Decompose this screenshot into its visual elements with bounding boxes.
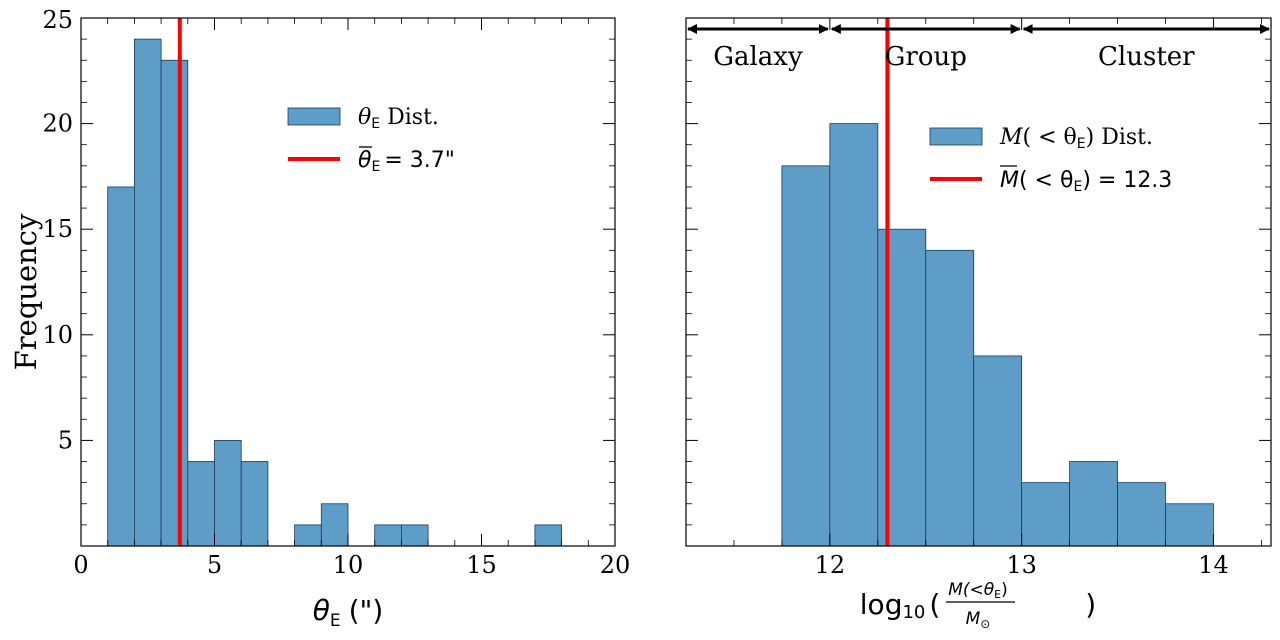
left-histogram-bar	[107, 186, 135, 547]
left-legend-hist-label: θE Dist.	[358, 105, 439, 132]
right-plot-frame	[685, 17, 1272, 547]
left-y-tick-label: 10	[42, 321, 73, 349]
right-legend-hist-label: M( < θE) Dist.	[999, 125, 1153, 152]
right-histogram-bar	[829, 123, 879, 547]
right-histogram-bar	[973, 355, 1023, 547]
left-histogram-bar	[374, 524, 402, 547]
left-legend-hist-swatch	[287, 107, 341, 126]
region-label-galaxy: Galaxy	[713, 42, 803, 72]
left-legend: θE Dist. θE = 3.7"	[287, 105, 455, 175]
right-histogram-bar	[781, 165, 831, 547]
region-label-cluster: Cluster	[1098, 42, 1195, 72]
left-x-tick-label: 10	[333, 551, 364, 579]
left-histogram-bar	[320, 503, 349, 547]
right-histogram-bar	[1117, 482, 1166, 547]
right-x-axis-label-denominator: M⊙	[966, 609, 991, 631]
left-x-tick-label: 20	[600, 551, 631, 579]
left-y-tick-label: 20	[42, 110, 73, 138]
left-x-tick-label: 5	[207, 551, 222, 579]
left-x-axis-label: θE (")	[313, 594, 384, 631]
right-histogram-panel: 12 13 14 Galaxy Group Cluster log10 (MMMMMM) …	[685, 17, 1272, 631]
right-histogram-bar	[1165, 503, 1214, 547]
right-x-tick-label: 14	[1198, 551, 1229, 579]
right-legend-mean-label: M( < θE) = 12.3	[1000, 168, 1172, 195]
left-y-tick-label: 15	[42, 215, 73, 243]
left-y-tick-label: 5	[58, 426, 73, 454]
left-x-tick-label: 15	[466, 551, 497, 579]
left-y-tick-label: 25	[42, 6, 73, 34]
right-histogram-bar	[1021, 482, 1071, 547]
left-histogram-bar	[187, 461, 215, 547]
left-x-tick-label: 0	[73, 551, 88, 579]
left-histogram-bar	[214, 439, 242, 547]
left-histogram-panel: 0 5 10 15 20 5 10 15 20 25 Frequency θE (") θE Dis…	[9, 6, 630, 631]
left-y-axis-label: Frequency	[9, 213, 43, 370]
right-x-tick-label: 12	[815, 551, 846, 579]
right-x-axis-label-numerator: M(<θE)	[948, 580, 1008, 601]
right-x-tick-label: 13	[1006, 551, 1037, 579]
left-plot-frame	[80, 17, 616, 547]
right-legend-hist-swatch	[929, 127, 983, 146]
right-histogram-bar	[925, 249, 975, 547]
right-histogram-bar	[1069, 461, 1118, 547]
right-histogram-bar	[877, 228, 927, 547]
left-histogram-bar	[133, 38, 162, 547]
left-histogram-bar	[160, 59, 189, 547]
right-legend: M( < θE) Dist. M( < θE) = 12.3	[929, 125, 1172, 195]
left-legend-mean-label: θE = 3.7"	[358, 148, 455, 175]
right-x-axis-label: log10 (MMMMMM)	[860, 588, 1096, 623]
left-histogram-bar	[294, 524, 322, 547]
region-label-group: Group	[885, 42, 967, 72]
left-histogram-bar	[240, 461, 269, 547]
left-histogram-bar	[400, 524, 429, 547]
left-histogram-bar	[534, 524, 563, 547]
